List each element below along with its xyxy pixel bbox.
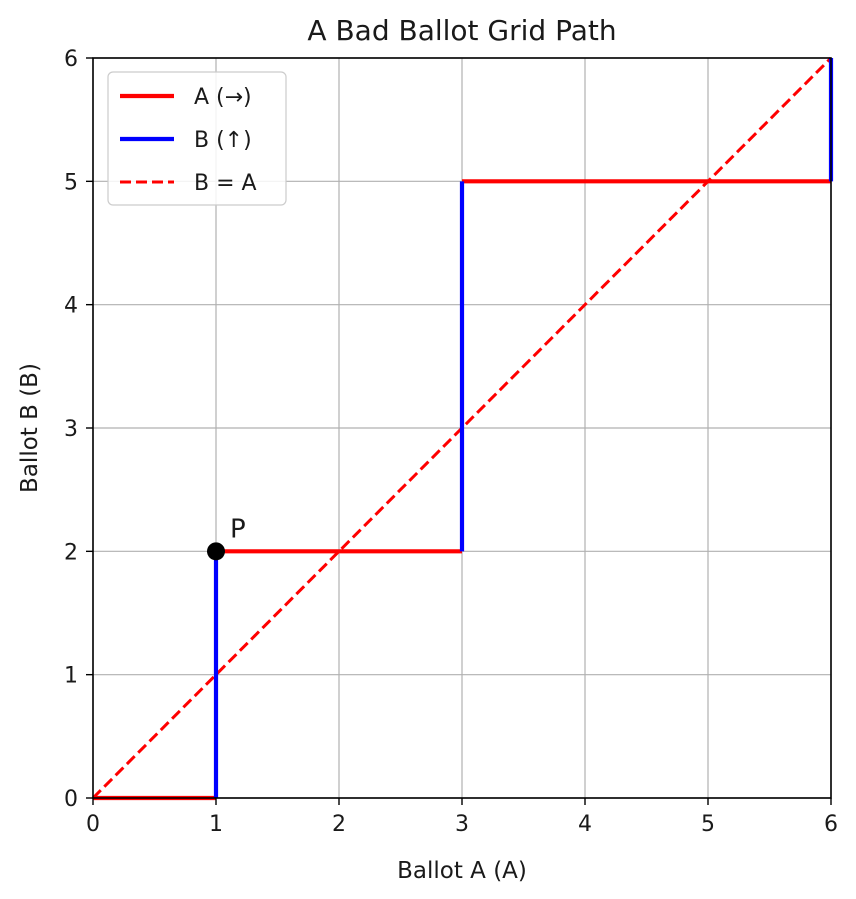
annotations-group: P bbox=[207, 514, 246, 561]
x-tick-label: 1 bbox=[209, 812, 223, 837]
x-tick-label: 0 bbox=[86, 812, 100, 837]
y-tick-label: 6 bbox=[64, 47, 78, 72]
x-tick-label: 6 bbox=[824, 812, 838, 837]
x-tick-label: 4 bbox=[578, 812, 592, 837]
x-axis-label: Ballot A (A) bbox=[397, 858, 527, 884]
x-tick-label: 5 bbox=[701, 812, 715, 837]
y-tick-label: 2 bbox=[64, 540, 78, 565]
chart-title: A Bad Ballot Grid Path bbox=[307, 14, 616, 47]
y-tick-label: 1 bbox=[64, 664, 78, 689]
legend: A (→) B (↑) B = A bbox=[107, 71, 287, 206]
y-axis-ticks: 0 1 2 3 4 5 6 bbox=[64, 47, 93, 812]
x-tick-label: 3 bbox=[455, 812, 469, 837]
x-tick-label: 2 bbox=[332, 812, 346, 837]
x-axis-ticks: 0 1 2 3 4 5 6 bbox=[86, 798, 838, 837]
y-tick-label: 0 bbox=[64, 787, 78, 812]
legend-entry-label: B = A bbox=[194, 171, 257, 196]
y-tick-label: 5 bbox=[64, 170, 78, 195]
legend-entry-label: B (↑) bbox=[194, 128, 252, 153]
legend-entry-label: A (→) bbox=[194, 85, 252, 110]
y-tick-label: 4 bbox=[64, 294, 78, 319]
point-label: P bbox=[230, 514, 246, 544]
point-marker bbox=[207, 542, 225, 561]
y-axis-label: Ballot B (B) bbox=[17, 363, 43, 493]
y-tick-label: 3 bbox=[64, 417, 78, 442]
legend-box bbox=[107, 71, 287, 206]
